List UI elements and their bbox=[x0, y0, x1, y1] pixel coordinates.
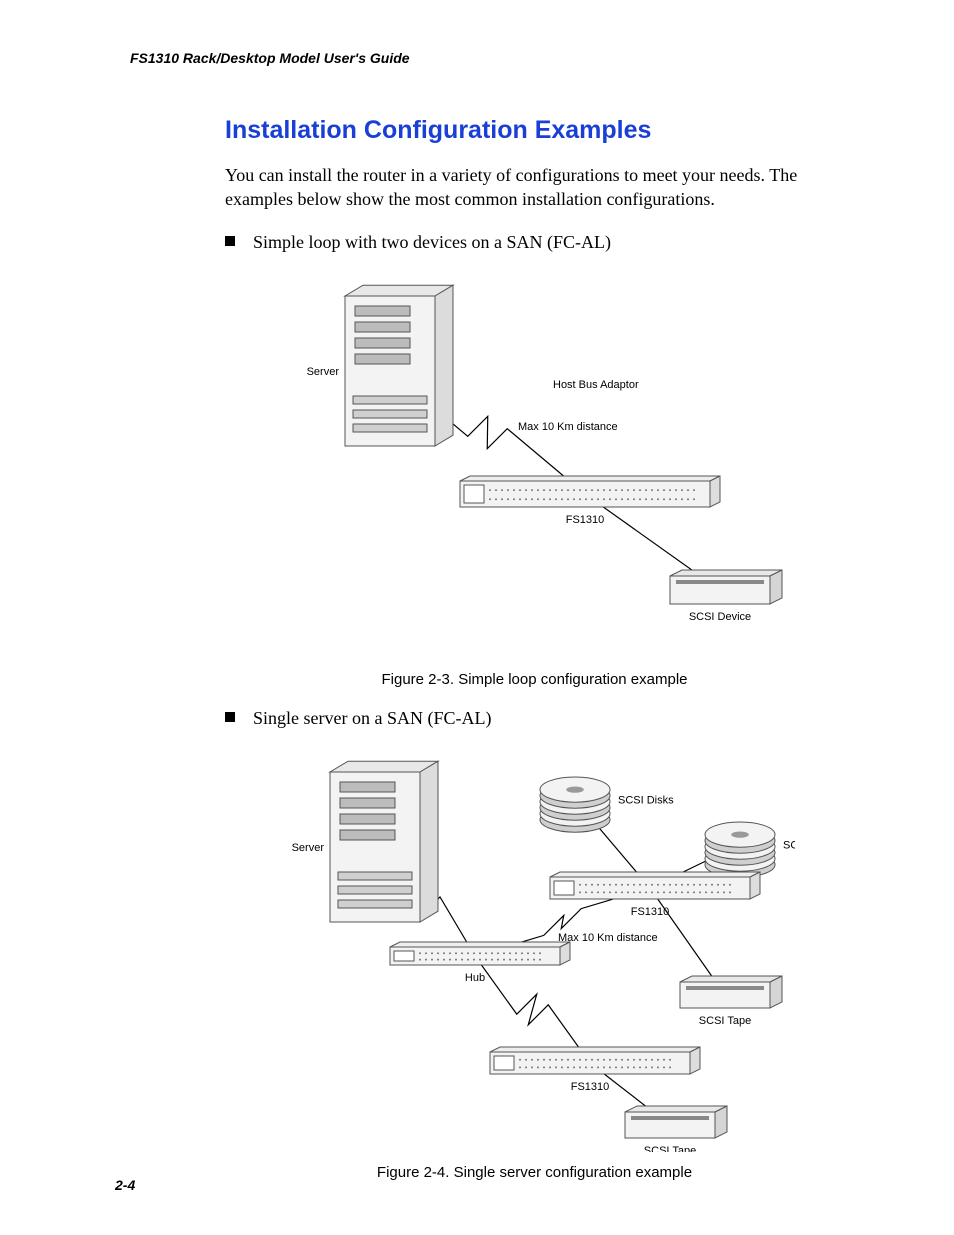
bullet-list: Single server on a SAN (FC-AL) bbox=[225, 706, 844, 730]
svg-text:Server: Server bbox=[291, 842, 324, 854]
svg-text:FS1310: FS1310 bbox=[630, 906, 669, 918]
svg-text:SCSI Tape: SCSI Tape bbox=[698, 1015, 750, 1027]
section-title: Installation Configuration Examples bbox=[225, 116, 844, 145]
figure-2-4: Server SCSI Disks SCSI Disks FS1310 Hub Max 1… bbox=[225, 752, 844, 1181]
page-number: 2-4 bbox=[115, 1177, 135, 1193]
svg-text:FS1310: FS1310 bbox=[565, 514, 604, 526]
figure-caption: Figure 2-3. Simple loop configuration ex… bbox=[225, 671, 844, 688]
bullet-item: Simple loop with two devices on a SAN (F… bbox=[225, 230, 844, 254]
svg-text:SCSI Disks: SCSI Disks bbox=[618, 795, 674, 807]
svg-text:Hub: Hub bbox=[464, 972, 484, 984]
figure-caption: Figure 2-4. Single server configuration … bbox=[225, 1164, 844, 1181]
intro-paragraph: You can install the router in a variety … bbox=[225, 163, 844, 212]
svg-text:FS1310: FS1310 bbox=[570, 1081, 609, 1093]
svg-text:Max 10 Km distance: Max 10 Km distance bbox=[518, 421, 618, 433]
svg-text:Server: Server bbox=[306, 366, 339, 378]
svg-text:SCSI Tape: SCSI Tape bbox=[643, 1145, 695, 1152]
svg-text:SCSI Disks: SCSI Disks bbox=[783, 840, 795, 852]
diagram-svg-slot: Server SCSI Disks SCSI Disks FS1310 Hub Max 1… bbox=[225, 752, 844, 1152]
svg-text:Host Bus Adaptor: Host Bus Adaptor bbox=[553, 379, 639, 391]
diagram-svg-slot: Server Host Bus Adaptor Max 10 Km distance… bbox=[225, 276, 844, 659]
svg-text:Max 10 Km distance: Max 10 Km distance bbox=[558, 932, 658, 944]
bullet-item: Single server on a SAN (FC-AL) bbox=[225, 706, 844, 730]
running-header: FS1310 Rack/Desktop Model User's Guide bbox=[130, 50, 844, 66]
svg-text:SCSI Device: SCSI Device bbox=[688, 611, 750, 623]
page: FS1310 Rack/Desktop Model User's Guide I… bbox=[0, 0, 954, 1235]
bullet-list: Simple loop with two devices on a SAN (F… bbox=[225, 230, 844, 254]
figure-2-3: Server Host Bus Adaptor Max 10 Km distance… bbox=[225, 276, 844, 688]
main-content: Installation Configuration Examples You … bbox=[225, 116, 844, 1181]
